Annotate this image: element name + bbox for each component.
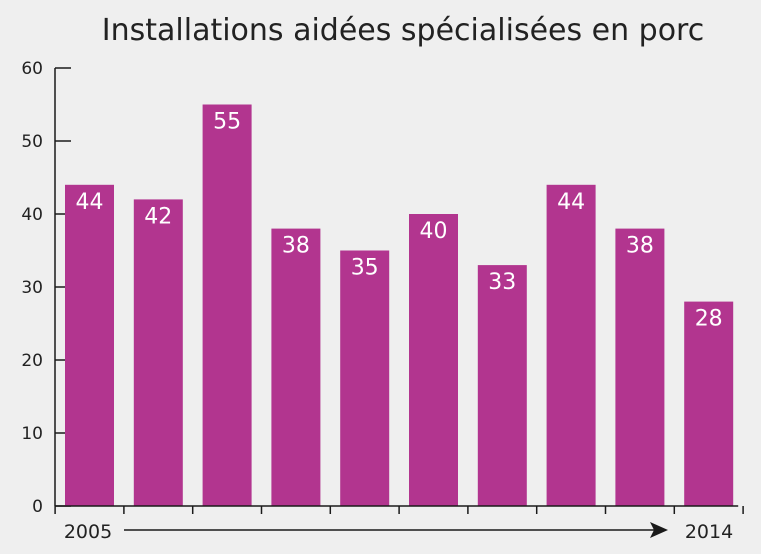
bar bbox=[133, 199, 183, 506]
bar bbox=[546, 184, 596, 507]
time-arrow bbox=[124, 522, 668, 538]
y-tick-label: 20 bbox=[21, 351, 43, 371]
bar-value-label: 40 bbox=[420, 219, 448, 244]
y-tick-label: 10 bbox=[21, 424, 43, 444]
y-tick-label: 40 bbox=[21, 205, 43, 225]
y-tick-label: 30 bbox=[21, 278, 43, 298]
y-tick-label: 50 bbox=[21, 132, 43, 152]
bar-value-label: 44 bbox=[76, 190, 104, 215]
bar-value-label: 44 bbox=[557, 190, 585, 215]
bar bbox=[409, 214, 458, 506]
y-tick-label: 0 bbox=[32, 497, 43, 517]
bar-value-label: 28 bbox=[695, 307, 723, 332]
arrow-head-icon bbox=[650, 522, 668, 538]
bar bbox=[684, 301, 734, 506]
bar bbox=[340, 250, 390, 506]
bar-value-label: 35 bbox=[351, 256, 379, 281]
bar bbox=[202, 104, 252, 506]
x-axis-end-label: 2014 bbox=[685, 521, 733, 543]
x-axis bbox=[54, 505, 744, 514]
chart-title: Installations aidées spécialisées en por… bbox=[102, 13, 704, 48]
bar-value-label: 38 bbox=[282, 234, 310, 259]
bar bbox=[477, 265, 527, 506]
bar bbox=[65, 184, 114, 507]
bar-value-label: 33 bbox=[488, 270, 516, 295]
bars-group: 44 42 55 38 35 40 33 44 38 28 bbox=[65, 104, 734, 507]
bar-value-label: 55 bbox=[213, 110, 241, 135]
y-axis: 0 10 20 30 40 50 60 bbox=[21, 59, 71, 517]
bar bbox=[271, 228, 321, 506]
bar-value-label: 42 bbox=[144, 204, 172, 229]
bar-value-label: 38 bbox=[626, 234, 654, 259]
bar bbox=[615, 228, 665, 506]
y-tick-label: 60 bbox=[21, 59, 43, 79]
x-axis-start-label: 2005 bbox=[64, 521, 112, 543]
